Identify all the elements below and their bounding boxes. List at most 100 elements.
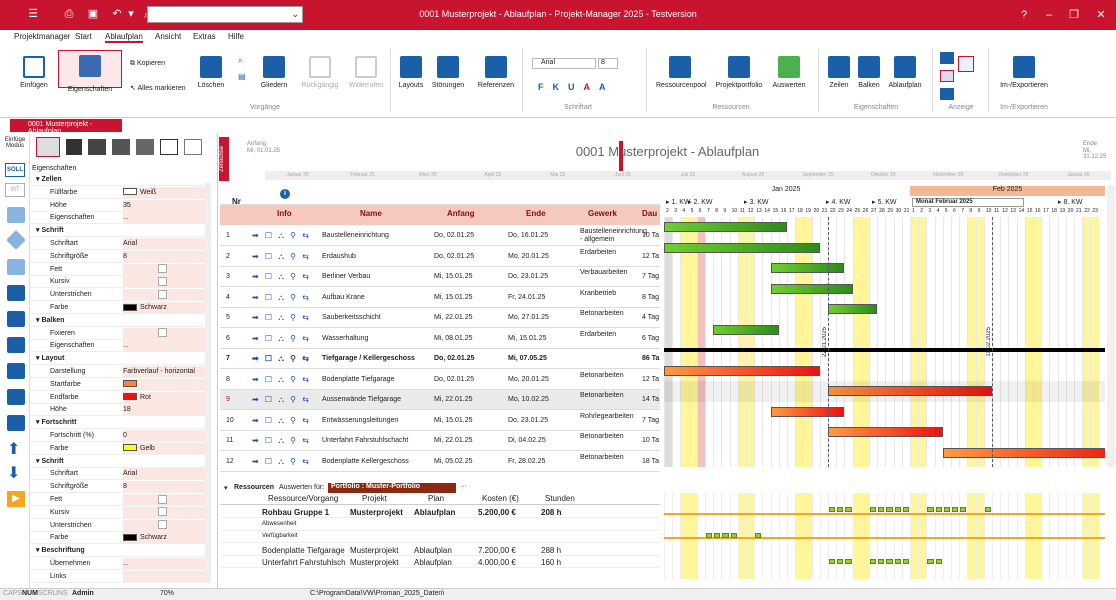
res-header-kosten[interactable]: Kosten (€)	[482, 494, 519, 503]
resource-row[interactable]: Verfügbarkeit	[220, 531, 660, 543]
task-name[interactable]: Sauberkeitsschicht	[322, 314, 381, 321]
image-icon[interactable]	[7, 259, 25, 275]
row-info-icons[interactable]: ➡ ☐ ⛬ ⚲ ⇆	[252, 456, 311, 466]
property-row[interactable]: Eigenschaften...	[30, 212, 210, 225]
document-icon[interactable]	[136, 139, 154, 155]
summary-bar[interactable]	[664, 348, 1105, 352]
milestone-icon[interactable]	[6, 230, 26, 250]
row-info-icons[interactable]: ➡ ☐ ⛬ ⚲ ⇆	[252, 333, 311, 343]
property-row[interactable]: Eigenschaften...	[30, 340, 210, 353]
task-end[interactable]: Di, 04.02.25	[508, 437, 546, 444]
task-start[interactable]: Do, 02.01.25	[434, 355, 475, 362]
table-row[interactable]: 11 ➡ ☐ ⛬ ⚲ ⇆ Unterfahrt Fahrstuhlschacht Mi…	[220, 431, 660, 451]
property-value[interactable]: 8	[123, 481, 207, 493]
task-start[interactable]: Mi, 15.01.25	[434, 416, 473, 424]
stoerungen-button[interactable]: Störungen	[430, 56, 466, 89]
resource-row[interactable]: Unterfahrt Fahrstuhlsch Musterprojekt Abla…	[220, 556, 660, 568]
calendar-icon[interactable]	[7, 207, 25, 223]
resource-row[interactable]: Rohbau Gruppe 1 Musterprojekt Ablaufplan 5.…	[220, 506, 660, 518]
filter-icon[interactable]: ▤	[238, 72, 246, 81]
table-row[interactable]: 5 ➡ ☐ ⛬ ⚲ ⇆ Sauberkeitsschicht Mi, 22.01.25…	[220, 308, 660, 328]
row-info-icons[interactable]: ➡ ☐ ⛬ ⚲ ⇆	[252, 395, 311, 404]
header-gewerk[interactable]: Gewerk	[588, 209, 617, 218]
property-row[interactable]: Unterstrichen	[30, 519, 210, 532]
projektportfolio-button[interactable]: Projektportfolio	[712, 56, 766, 89]
network-icon[interactable]	[7, 311, 25, 327]
task-name[interactable]: Bodenplatte Tiefgarage	[322, 375, 395, 383]
property-row[interactable]: Startfarbe	[30, 378, 210, 391]
menu-projektmanager[interactable]: Projektmanager	[14, 32, 71, 41]
task-name[interactable]: Berliner Verbau	[322, 273, 371, 280]
property-value[interactable]: Arial	[123, 468, 207, 480]
soll-ist-icon[interactable]	[940, 70, 954, 82]
task-end[interactable]: Mi, 15.01.25	[508, 334, 547, 342]
task-end[interactable]: Do, 16.01.25	[508, 232, 549, 239]
property-row[interactable]: Übernehmen...	[30, 558, 210, 570]
row-info-icons[interactable]: ➡ ☐ ⛬ ⚲ ⇆	[252, 292, 311, 302]
properties-scrollbar[interactable]	[205, 183, 211, 583]
settings-cubes-icon[interactable]	[88, 139, 106, 155]
property-row[interactable]: Endfarbe Rot	[30, 391, 210, 404]
task-name[interactable]: Erdaushub	[322, 252, 356, 260]
property-value[interactable]	[123, 570, 207, 582]
property-row[interactable]: Fortschritt (%) 0	[30, 430, 210, 442]
save-icon[interactable]: ▣	[87, 8, 99, 20]
task-start[interactable]: Mi, 22.01.25	[434, 437, 473, 444]
task-start[interactable]: Do, 02.01.25	[434, 252, 475, 260]
header-nr[interactable]: Nr	[232, 197, 241, 206]
ist-button[interactable]: IST	[5, 183, 25, 197]
task-end[interactable]: Do, 23.01.25	[508, 273, 549, 280]
task-name[interactable]: Baustelleneinrichtung	[322, 232, 389, 239]
property-value[interactable]: Arial	[123, 238, 207, 249]
property-row[interactable]: Schriftart Arial	[30, 468, 210, 481]
gliedern-button[interactable]: Gliedern	[258, 56, 290, 89]
property-row[interactable]: Höhe 18	[30, 404, 210, 417]
auswerten-button[interactable]: Auswerten	[770, 56, 808, 89]
gantt-bar[interactable]	[770, 283, 853, 294]
balken-button[interactable]: Balken	[856, 56, 882, 89]
app-menu-icon[interactable]: ☰	[28, 8, 38, 20]
overview-month-bar[interactable]: Januar 25 Februar 25 März 25 April 25 Mai 25…	[265, 171, 1111, 180]
more-button[interactable]: ···	[460, 483, 467, 490]
header-dauer[interactable]: Dau	[642, 209, 658, 218]
gantt-bar[interactable]	[664, 365, 820, 376]
property-value[interactable]: Schwarz	[123, 532, 207, 544]
gantt-bar[interactable]	[713, 324, 779, 335]
cube-icon[interactable]	[66, 139, 82, 155]
property-value[interactable]: Rot	[123, 391, 207, 403]
property-value[interactable]: 18	[123, 404, 207, 416]
link-icon[interactable]	[7, 389, 25, 405]
property-value[interactable]	[123, 494, 207, 505]
collapse-icon[interactable]: ▾	[224, 485, 228, 492]
task-name[interactable]: Aussenwände Tiefgarage	[322, 396, 401, 403]
search-input[interactable]: ⌄	[147, 6, 303, 23]
arrow-up-icon[interactable]: ⬆	[7, 441, 21, 458]
task-name[interactable]: Wasserhaltung	[322, 334, 369, 342]
ablaufplan-button[interactable]: Ablaufplan	[886, 56, 924, 89]
resources-tab[interactable]: Ressourcen	[234, 484, 275, 491]
gantt-bar[interactable]	[942, 447, 1105, 458]
property-value[interactable]: 0	[123, 430, 207, 441]
checklist-icon[interactable]	[160, 139, 178, 155]
row-info-icons[interactable]: ➡ ☐ ⛬ ⚲ ⇆	[252, 251, 311, 261]
task-start[interactable]: Mi, 15.01.25	[434, 273, 473, 280]
res-header-stunden[interactable]: Stunden	[545, 494, 575, 503]
gantt-bar[interactable]	[828, 427, 943, 437]
ressourcenpool-button[interactable]: Ressourcenpool	[656, 56, 707, 89]
property-value[interactable]: Gelb	[123, 442, 207, 454]
task-name[interactable]: Tiefgarage / Kellergeschoss	[322, 355, 415, 362]
arrow-down-icon[interactable]: ⬇	[7, 465, 21, 482]
layouts-button[interactable]: Layouts	[396, 56, 426, 89]
gantt-bar[interactable]	[664, 222, 787, 232]
property-row[interactable]: Unterstrichen	[30, 289, 210, 302]
row-info-icons[interactable]: ➡ ☐ ⛬ ⚲ ⇆	[252, 313, 311, 322]
row-info-icons[interactable]: ➡ ☐ ⛬ ⚲ ⇆	[252, 272, 311, 281]
menu-hilfe[interactable]: Hilfe	[228, 32, 245, 41]
checkbox[interactable]	[158, 520, 167, 530]
property-value[interactable]: 8	[123, 250, 207, 262]
property-value[interactable]: ...	[123, 340, 207, 352]
display-toggle-icon[interactable]	[958, 56, 974, 72]
property-row[interactable]: Kursiv	[30, 276, 210, 289]
header-ende[interactable]: Ende	[526, 209, 546, 218]
zeilen-button[interactable]: Zeilen	[826, 56, 852, 89]
